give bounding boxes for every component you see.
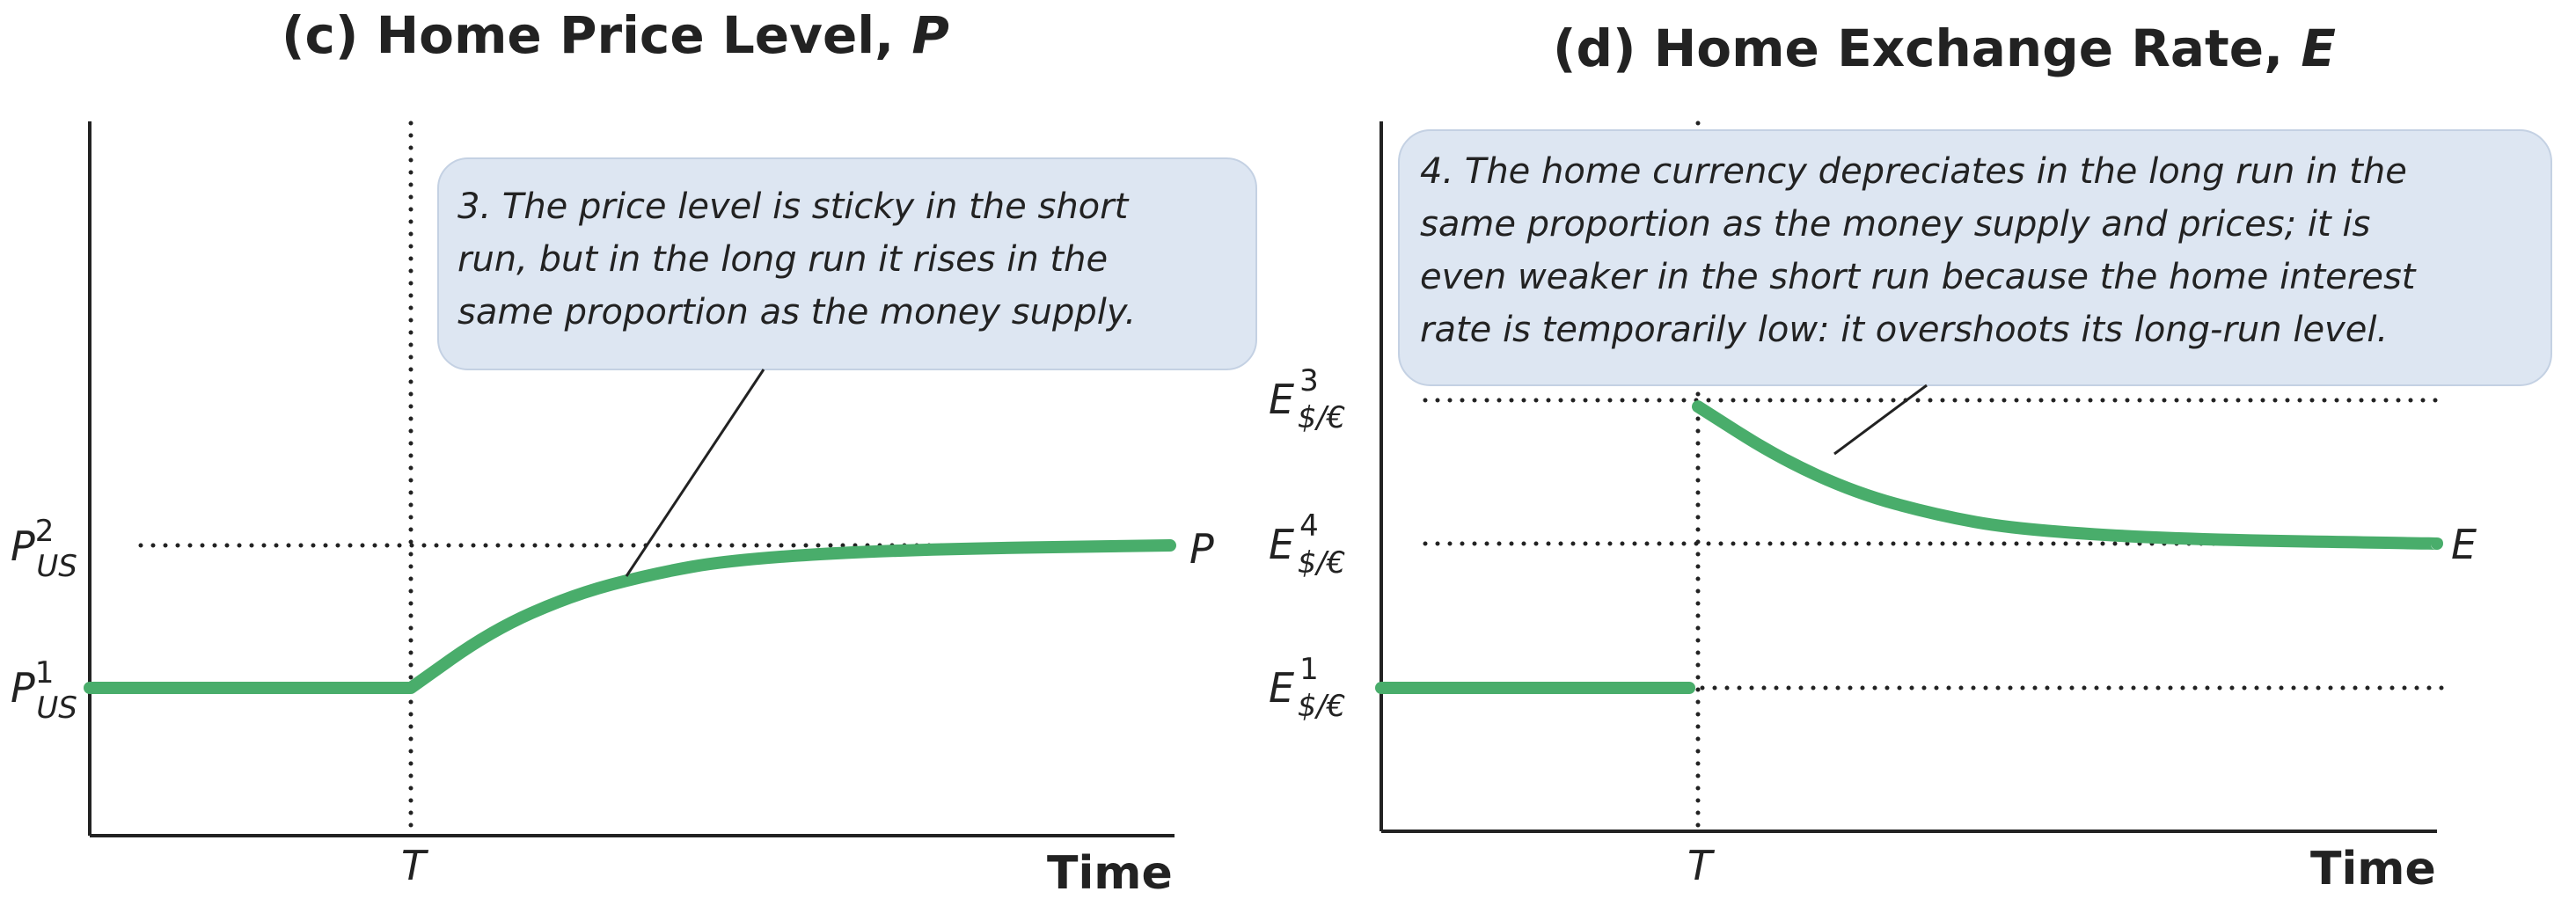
panel-c-xlabel: Time xyxy=(1047,847,1173,899)
panel-d-xtick-t: T xyxy=(1687,842,1716,889)
panel-d-callout-line-1: 4. The home currency depreciates in the … xyxy=(1420,151,2407,192)
panel-c-callout-line-3: same proportion as the money supply. xyxy=(457,292,1136,333)
panel-d-callout-line-4: rate is temporarily low: it overshoots i… xyxy=(1420,310,2388,350)
panel-d-rate-curve-post xyxy=(1692,400,2443,550)
panel-c-callout-pointer xyxy=(625,369,765,577)
panel-d-series-label: E xyxy=(2451,521,2477,568)
panel-c-callout xyxy=(437,157,1257,370)
panel-d-callout xyxy=(1398,129,2552,386)
panel-c-title: (c) Home Price Level, P xyxy=(282,5,949,65)
panel-c-series-label: P xyxy=(1189,525,1214,573)
panel-d-callout-line-3: even weaker in the short run because the… xyxy=(1420,257,2417,297)
panel-d-title: (d) Home Exchange Rate, E xyxy=(1553,18,2336,78)
panel-c: (c) Home Price Level, P P1 US P2 US P T Ti… xyxy=(11,5,1257,899)
panel-c-ytick-p1: P1 US xyxy=(11,655,77,726)
panel-d-ytick-e3: E 3 $/€ xyxy=(1269,363,1345,435)
panel-c-price-curve xyxy=(84,538,1177,694)
panel-c-callout-line-2: run, but in the long run it rises in the xyxy=(457,239,1108,280)
panel-c-ytick-p2: P2 US xyxy=(11,514,77,584)
panel-d-title-var: E xyxy=(2301,18,2336,78)
panel-d-title-main: (d) Home Exchange Rate, xyxy=(1553,18,2301,78)
panel-d-ytick-e4: E 4 $/€ xyxy=(1269,508,1345,581)
panel-d-ytick-e1: E 1 $/€ xyxy=(1269,652,1345,724)
panel-c-title-var: P xyxy=(911,5,949,65)
panel-c-title-main: (c) Home Price Level, xyxy=(282,5,911,65)
panel-c-callout-line-1: 3. The price level is sticky in the shor… xyxy=(457,186,1130,227)
panel-c-xtick-t: T xyxy=(401,842,429,889)
panel-d-callout-line-2: same proportion as the money supply and … xyxy=(1420,204,2370,245)
panel-d-callout-pointer xyxy=(1833,384,1928,456)
panel-d-xlabel: Time xyxy=(2310,843,2436,895)
